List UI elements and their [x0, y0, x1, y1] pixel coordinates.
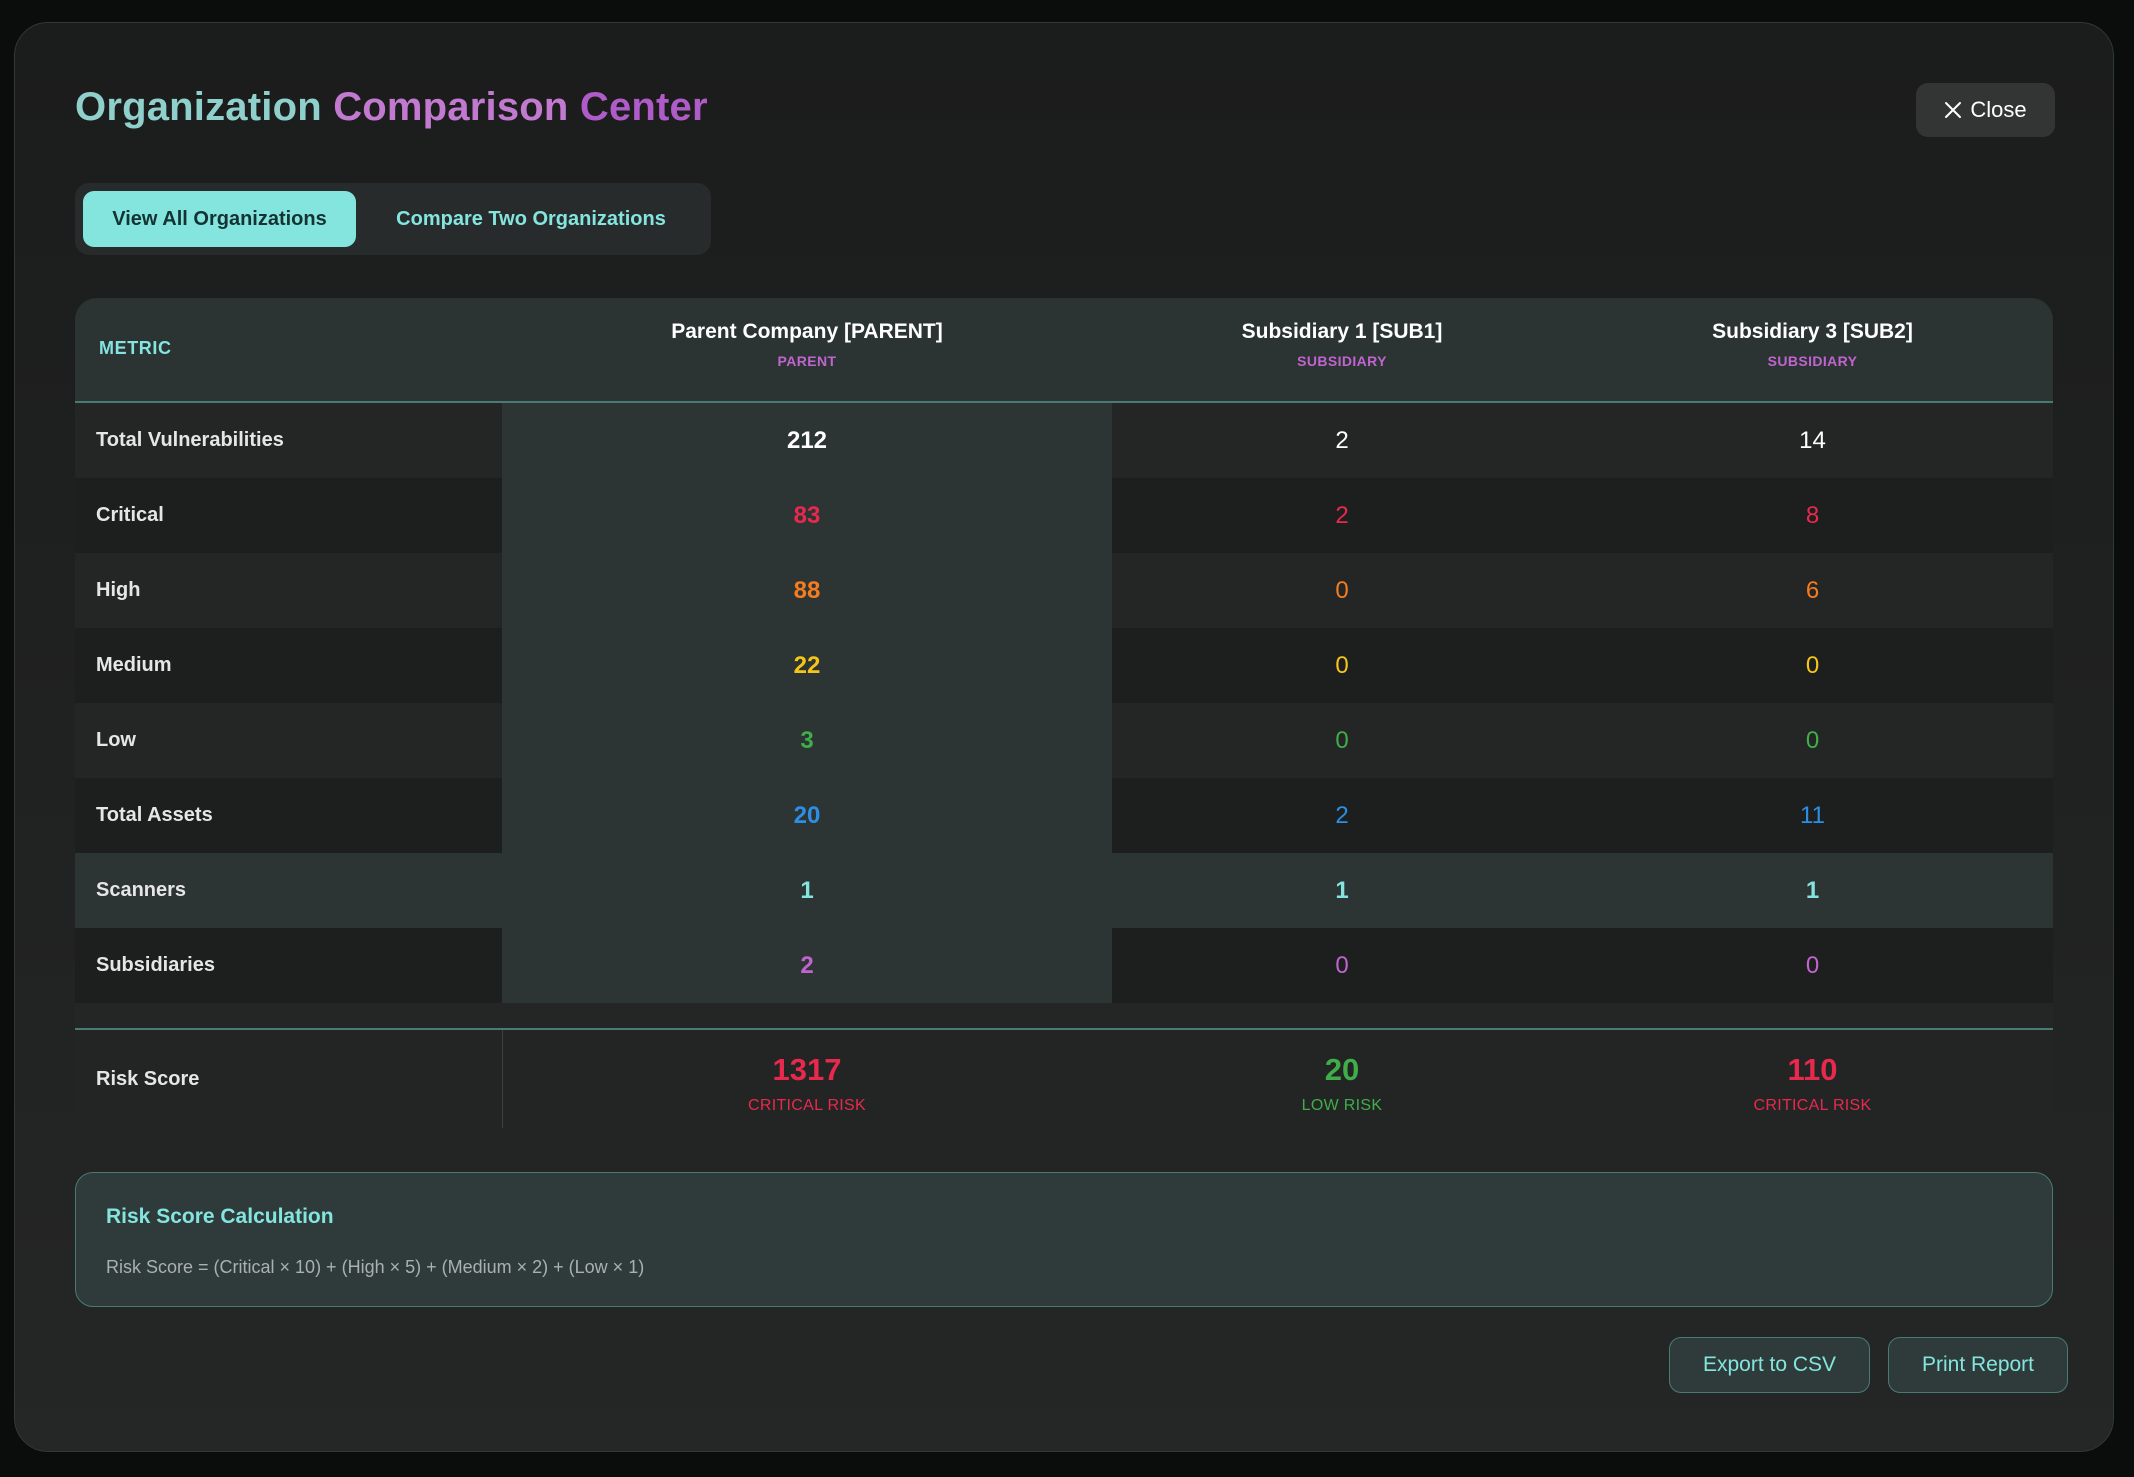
metric-value: 3 [502, 703, 1112, 778]
page-title: Organization Comparison Center [75, 85, 708, 129]
metric-value: 22 [502, 628, 1112, 703]
metric-label: High [96, 579, 141, 601]
risk-score-sub2: 110 CRITICAL RISK [1572, 1052, 2053, 1115]
metric-label: Total Vulnerabilities [96, 429, 284, 451]
export-csv-button[interactable]: Export to CSV [1669, 1337, 1870, 1393]
org-type: PARENT [777, 353, 837, 369]
view-tabs: View All Organizations Compare Two Organ… [75, 183, 711, 255]
metric-value: 0 [1805, 726, 1820, 754]
metric-value: 8 [1805, 501, 1820, 529]
org-type: SUBSIDIARY [1297, 353, 1387, 369]
table-row: High 88 0 6 [75, 553, 2053, 628]
table-row: Total Vulnerabilities 212 2 14 [75, 403, 2053, 478]
org-header-sub2: Subsidiary 3 [SUB2] SUBSIDIARY [1572, 320, 2053, 369]
metric-value: 212 [502, 403, 1112, 478]
risk-score-value: 1317 [772, 1052, 842, 1087]
metric-value: 0 [1335, 651, 1349, 679]
print-report-button[interactable]: Print Report [1888, 1337, 2068, 1393]
tab-view-all[interactable]: View All Organizations [83, 191, 356, 247]
risk-level: CRITICAL RISK [748, 1097, 866, 1114]
metric-value: 6 [1805, 576, 1820, 604]
calc-title: Risk Score Calculation [106, 1205, 334, 1228]
org-name: Subsidiary 3 [SUB2] [1712, 320, 1913, 343]
risk-score-value: 110 [1787, 1052, 1838, 1087]
calc-formula: Risk Score = (Critical × 10) + (High × 5… [106, 1257, 645, 1277]
org-header-sub1: Subsidiary 1 [SUB1] SUBSIDIARY [1112, 320, 1572, 369]
metric-value: 0 [1805, 651, 1820, 679]
metric-label: Medium [96, 654, 172, 676]
metric-value: 1 [1335, 876, 1349, 904]
close-label: Close [1970, 97, 2027, 122]
metric-value: 2 [502, 928, 1112, 1003]
risk-score-parent: 1317 CRITICAL RISK [502, 1052, 1112, 1115]
metric-value: 0 [1335, 951, 1349, 979]
metric-value: 88 [502, 553, 1112, 628]
table-row: Low 3 0 0 [75, 703, 2053, 778]
org-type: SUBSIDIARY [1767, 353, 1858, 369]
risk-score-label: Risk Score [96, 1067, 200, 1090]
metric-value: 2 [1335, 501, 1349, 529]
metric-label: Low [96, 729, 136, 751]
comparison-modal: Organization Comparison Center Close Vie… [14, 22, 2114, 1452]
metric-value: 1 [800, 876, 814, 904]
metric-value: 11 [1800, 801, 1825, 829]
metric-value: 2 [1335, 426, 1349, 454]
risk-score-row: Risk Score 1317 CRITICAL RISK 20 LOW RIS… [75, 1028, 2053, 1128]
metric-label: Scanners [96, 879, 187, 901]
metric-label: Critical [96, 504, 164, 526]
table-row: Critical 83 2 8 [75, 478, 2053, 553]
metric-value: 0 [1805, 951, 1820, 979]
metric-column-header: METRIC [99, 338, 172, 358]
close-button[interactable]: Close [1916, 83, 2055, 137]
metric-value: 20 [502, 778, 1112, 853]
close-icon [1945, 102, 1962, 118]
metric-value: 2 [1335, 801, 1349, 829]
risk-score-value: 20 [1324, 1052, 1360, 1087]
org-header-parent: Parent Company [PARENT] PARENT [502, 320, 1112, 369]
table-row: Scanners 1 1 1 [75, 853, 2053, 928]
metric-value: 83 [502, 478, 1112, 553]
risk-calculation-panel: Risk Score Calculation Risk Score = (Cri… [75, 1172, 2053, 1307]
risk-score-sub1: 20 LOW RISK [1112, 1052, 1572, 1115]
metric-value: 14 [1799, 426, 1826, 454]
metric-label: Total Assets [96, 804, 213, 826]
risk-level: LOW RISK [1301, 1097, 1383, 1114]
table-header: METRIC Parent Company [PARENT] PARENT Su… [75, 298, 2053, 403]
metric-value: 1 [1805, 876, 1820, 904]
org-name: Parent Company [PARENT] [671, 320, 943, 343]
comparison-table: METRIC Parent Company [PARENT] PARENT Su… [75, 298, 2053, 1128]
metric-label: Subsidiaries [96, 954, 215, 976]
table-row: Subsidiaries 2 0 0 [75, 928, 2053, 1003]
tab-compare-two[interactable]: Compare Two Organizations [396, 207, 666, 230]
risk-level: CRITICAL RISK [1753, 1097, 1872, 1114]
org-name: Subsidiary 1 [SUB1] [1241, 320, 1443, 343]
table-row: Medium 22 0 0 [75, 628, 2053, 703]
table-row: Total Assets 20 2 11 [75, 778, 2053, 853]
divider [502, 1030, 503, 1128]
metric-value: 0 [1335, 576, 1349, 604]
metric-value: 0 [1335, 726, 1349, 754]
